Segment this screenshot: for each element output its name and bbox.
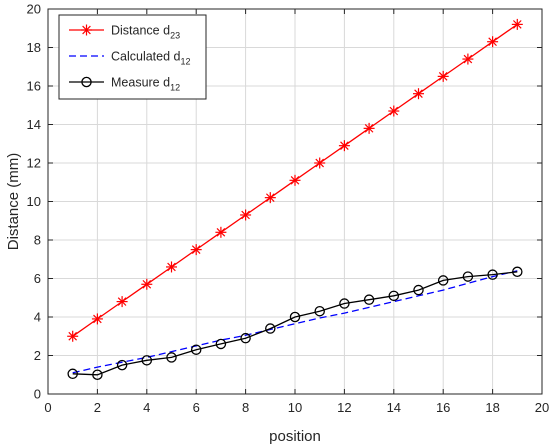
- legend-entry: Calculated d12: [69, 50, 191, 67]
- data-point: [141, 355, 153, 366]
- data-point: [314, 157, 326, 169]
- data-point: [67, 368, 78, 380]
- data-point: [363, 294, 375, 305]
- x-axis-label: position: [269, 428, 321, 445]
- data-point: [462, 271, 474, 282]
- y-tick-label: 2: [34, 348, 41, 363]
- y-tick-label: 14: [27, 117, 41, 132]
- data-point: [437, 70, 449, 82]
- legend-subscript: 23: [170, 31, 180, 41]
- legend-marker: [81, 24, 92, 36]
- x-tick-label: 0: [44, 400, 51, 415]
- data-point: [67, 330, 79, 342]
- data-point: [91, 313, 103, 325]
- data-point: [116, 296, 128, 308]
- data-point: [413, 88, 424, 100]
- series-0: [67, 18, 523, 342]
- y-tick-label: 10: [27, 194, 41, 209]
- data-point: [240, 209, 252, 221]
- data-point: [166, 261, 177, 273]
- data-point: [314, 305, 325, 317]
- x-tick-label: 18: [485, 400, 499, 415]
- legend-subscript: 12: [170, 83, 180, 93]
- series-line: [72, 270, 518, 374]
- x-tick-label: 4: [143, 400, 150, 415]
- data-point: [437, 275, 449, 286]
- series-2: [67, 266, 523, 380]
- tick-labels: 0 2 4 6 8 10 12 14 16 18 20 0 2 4 6 8 10 12 14 16 18 20: [27, 2, 550, 416]
- y-axis-label: Distance (mm): [5, 153, 22, 251]
- legend-marker: [81, 76, 92, 88]
- legend-entry: Distance d23: [69, 24, 180, 41]
- y-tick-label: 6: [34, 271, 41, 286]
- data-point: [511, 18, 523, 30]
- legend-entry: Measure d12: [69, 76, 180, 93]
- x-tick-label: 8: [242, 400, 249, 415]
- x-tick-label: 14: [387, 400, 401, 415]
- legend-label: Calculated d12: [111, 50, 191, 67]
- y-tick-label: 12: [27, 156, 41, 171]
- data-point: [264, 192, 276, 204]
- data-point: [388, 105, 400, 117]
- x-tick-label: 20: [535, 400, 549, 415]
- data-point: [413, 284, 424, 296]
- data-point: [215, 226, 227, 238]
- data-point: [289, 311, 301, 323]
- data-point: [487, 36, 499, 48]
- y-tick-label: 0: [34, 387, 41, 402]
- legend-subscript: 12: [181, 57, 191, 67]
- data-point: [339, 298, 350, 309]
- series-layer: [67, 18, 523, 380]
- x-tick-label: 10: [288, 400, 302, 415]
- x-tick-label: 2: [94, 400, 101, 415]
- data-point: [289, 174, 301, 186]
- y-tick-label: 16: [27, 79, 41, 94]
- axis-ticks: [47, 8, 543, 395]
- data-point: [190, 244, 202, 256]
- data-point: [141, 278, 153, 290]
- data-point: [166, 352, 177, 363]
- y-tick-label: 18: [27, 40, 41, 55]
- legend-label: Measure d12: [111, 76, 180, 93]
- data-point: [116, 359, 128, 371]
- data-point: [92, 369, 103, 380]
- legend-label: Distance d23: [111, 24, 180, 41]
- data-point: [388, 290, 400, 302]
- data-point: [363, 122, 375, 134]
- data-point: [265, 323, 276, 334]
- legend: Distance d23 Calculated d12 Measure d12: [58, 14, 207, 100]
- data-point: [215, 338, 227, 350]
- x-tick-label: 12: [337, 400, 351, 415]
- x-tick-label: 16: [436, 400, 450, 415]
- data-point: [462, 53, 474, 65]
- data-point: [512, 266, 523, 278]
- data-point: [190, 344, 202, 355]
- y-tick-label: 8: [34, 233, 41, 248]
- series-line: [72, 271, 518, 376]
- data-point: [487, 269, 498, 280]
- data-point: [338, 140, 350, 152]
- y-tick-label: 20: [27, 2, 41, 17]
- y-tick-label: 4: [34, 310, 41, 325]
- data-point: [240, 332, 251, 344]
- x-tick-label: 6: [193, 400, 200, 415]
- series-1: [72, 270, 518, 374]
